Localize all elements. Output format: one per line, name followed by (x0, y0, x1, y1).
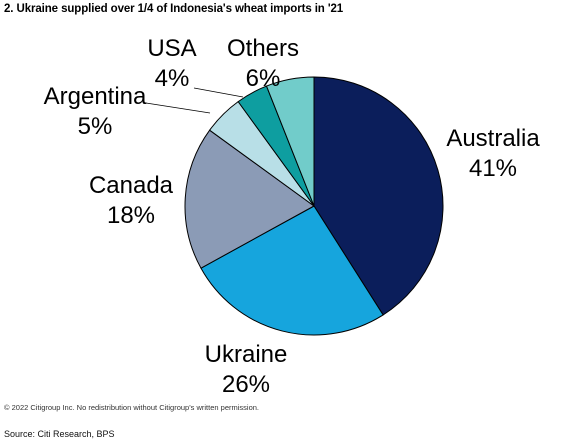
slice-name-argentina: Argentina (44, 83, 147, 110)
slice-value-argentina: 5% (78, 113, 113, 140)
slice-value-canada: 18% (107, 202, 155, 229)
pie-chart: Australia 41% Ukraine 26% Canada 18% Argentina… (44, 35, 541, 398)
pie-slices (184, 76, 444, 336)
pie-slice-australia (313, 76, 444, 316)
leader-line-argentina (145, 102, 211, 114)
slice-name-usa: USA (147, 35, 196, 62)
slice-value-usa: 4% (155, 65, 190, 92)
slice-value-ukraine: 26% (222, 371, 270, 398)
slice-name-canada: Canada (89, 172, 174, 199)
pie-slice-others (266, 76, 315, 207)
pie-slice-canada (184, 129, 315, 269)
slice-value-australia: 41% (469, 155, 517, 182)
leader-lines (145, 87, 244, 114)
pie-slice-ukraine (200, 205, 384, 336)
leader-line-usa (193, 87, 244, 98)
slice-name-ukraine: Ukraine (205, 341, 288, 368)
slice-name-australia: Australia (446, 125, 540, 152)
copyright-note: © 2022 Citigroup Inc. No redistribution … (4, 403, 259, 412)
slice-labels: Australia 41% Ukraine 26% Canada 18% Argentina… (44, 35, 541, 398)
slice-name-others: Others (227, 35, 299, 62)
source-note: Source: Citi Research, BPS (4, 429, 115, 439)
slice-value-others: 6% (246, 65, 281, 92)
chart-title: 2. Ukraine supplied over 1/4 of Indonesi… (4, 3, 344, 15)
